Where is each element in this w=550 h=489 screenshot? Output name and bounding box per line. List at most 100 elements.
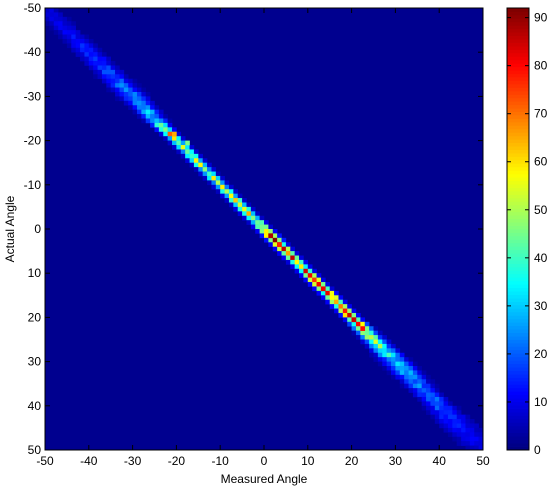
heatmap-cell	[172, 145, 177, 150]
colorbar-step	[507, 356, 529, 361]
heatmap-cell	[123, 100, 129, 106]
colorbar-step	[507, 273, 529, 278]
colorbar-step	[507, 225, 529, 230]
heatmap-cell	[150, 105, 155, 110]
heatmap-hot-cell	[277, 242, 282, 247]
plot-area	[44, 7, 484, 451]
colorbar-step	[507, 384, 529, 389]
heatmap-cell	[360, 330, 366, 336]
heatmap-cell	[154, 118, 160, 124]
heatmap-cell	[106, 87, 111, 93]
heatmap-cell	[404, 357, 409, 362]
colorbar-step	[507, 111, 529, 116]
heatmap-cell	[334, 295, 339, 301]
heatmap-cell	[233, 206, 239, 212]
colorbar-step	[507, 315, 529, 320]
heatmap-cell	[250, 224, 256, 230]
heatmap-cell	[434, 405, 440, 411]
heatmap-cell	[84, 34, 90, 40]
heatmap-cell	[45, 16, 50, 22]
heatmap-cell	[412, 388, 418, 393]
heatmap-cell	[58, 25, 63, 31]
heatmap-cell	[452, 410, 458, 415]
heatmap-cell	[408, 361, 414, 367]
heatmap-cell	[233, 189, 239, 194]
heatmap-cell	[334, 304, 339, 309]
heatmap-cell	[351, 326, 357, 331]
x-tick-label: -10	[212, 454, 230, 468]
colorbar-step	[507, 349, 529, 354]
heatmap-cell	[404, 383, 409, 389]
heatmap-cell	[439, 401, 444, 407]
heatmap-cell	[272, 237, 278, 243]
heatmap-cell	[277, 233, 282, 239]
heatmap-cell	[447, 410, 453, 415]
heatmap-cell	[443, 419, 449, 424]
heatmap-cell	[264, 233, 269, 239]
heatmap-cell	[426, 405, 431, 411]
heatmap-cell	[154, 105, 160, 110]
x-tick-label: -40	[80, 454, 98, 468]
heatmap-cell	[439, 405, 444, 411]
heatmap-cell	[259, 220, 265, 225]
heatmap-cell	[382, 361, 387, 367]
x-axis: -50 -40 -30 -20 -10 0 10 20 30 40 50	[36, 8, 490, 468]
heatmap-cell	[303, 277, 309, 283]
heatmap-cell	[66, 25, 72, 31]
heatmap-cell	[404, 366, 409, 371]
heatmap-cell	[329, 295, 335, 301]
heatmap-cell	[382, 352, 387, 358]
heatmap-cell	[58, 21, 63, 26]
heatmap-cell	[325, 290, 330, 296]
colorbar-step	[507, 239, 529, 244]
colorbar-step	[507, 166, 529, 171]
colorbar-step	[507, 173, 529, 178]
colorbar-step	[507, 87, 529, 92]
heatmap-cell	[84, 38, 90, 44]
heatmap-cell	[338, 295, 344, 301]
heatmap-cell	[93, 65, 98, 71]
heatmap-cell	[430, 383, 436, 389]
heatmap-cell	[312, 277, 317, 283]
heatmap-cell	[452, 405, 458, 411]
heatmap-cell	[434, 419, 440, 424]
heatmap-cell	[176, 149, 182, 155]
heatmap-cell	[250, 215, 256, 221]
x-tick-label: 40	[433, 454, 447, 468]
heatmap-cell	[307, 268, 313, 274]
colorbar-step	[507, 49, 529, 54]
heatmap-cell	[316, 290, 322, 296]
heatmap-cell	[434, 383, 440, 389]
heatmap-cell	[163, 127, 168, 133]
heatmap-cell	[294, 255, 300, 261]
heatmap-cell	[285, 255, 291, 261]
heatmap-cell	[421, 370, 427, 376]
heatmap-cell	[119, 69, 125, 75]
heatmap-cell	[421, 392, 427, 398]
colorbar-step	[507, 235, 529, 240]
heatmap-cell	[355, 330, 361, 336]
heatmap-cell	[430, 379, 436, 384]
colorbar-step	[507, 256, 529, 261]
heatmap-cell	[434, 392, 440, 398]
heatmap-cell	[478, 432, 484, 438]
colorbar-step	[507, 432, 529, 437]
heatmap-cell	[132, 91, 138, 97]
colorbar-step	[507, 194, 529, 199]
heatmap-cell	[80, 34, 85, 40]
heatmap-cell	[119, 74, 125, 80]
heatmap-cell	[347, 312, 352, 318]
x-tick-label: 30	[389, 454, 403, 468]
heatmap-cell	[189, 145, 195, 150]
heatmap-cell	[320, 290, 326, 296]
colorbar-step	[507, 66, 529, 71]
colorbar-step	[507, 425, 529, 430]
heatmap-cell	[430, 410, 436, 415]
colorbar-step	[507, 308, 529, 313]
colorbar-step	[507, 222, 529, 226]
heatmap-cell	[320, 295, 326, 301]
heatmap-cell	[364, 339, 370, 345]
heatmap-cell	[391, 374, 396, 380]
heatmap-cell	[237, 202, 243, 208]
heatmap-cell	[62, 38, 68, 44]
